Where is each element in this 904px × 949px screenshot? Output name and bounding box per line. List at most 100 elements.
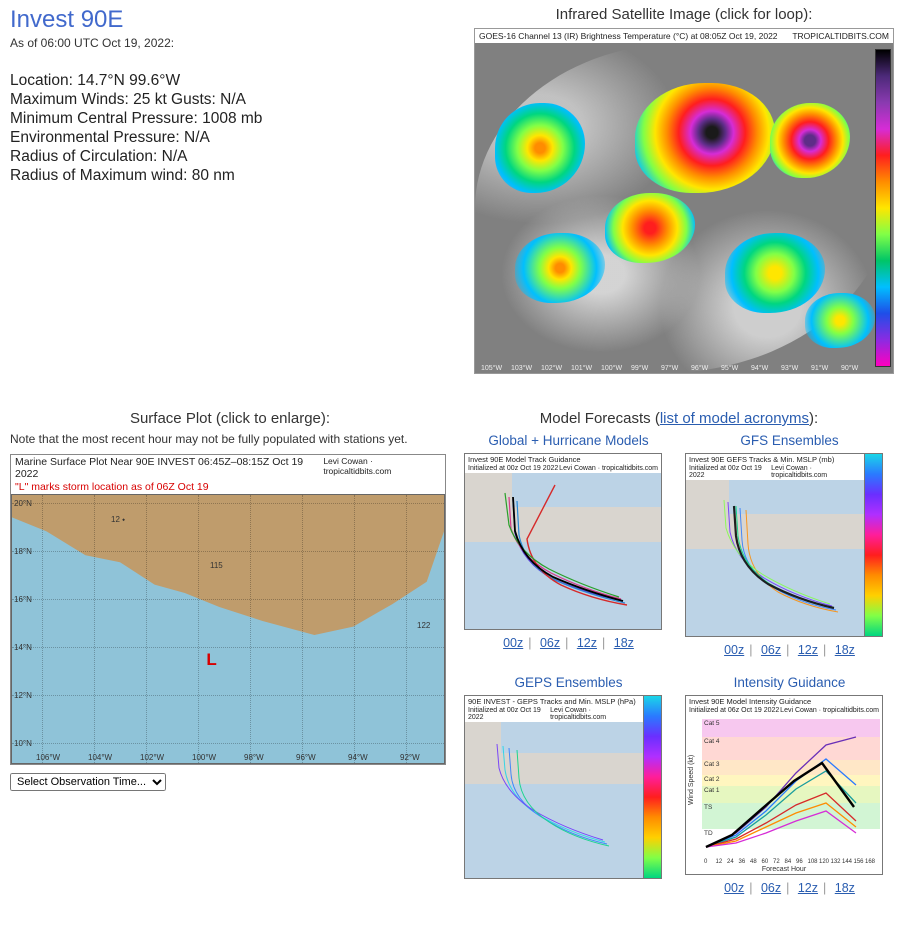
gridline	[12, 695, 444, 696]
stat-rmw: Radius of Maximum wind: 80 nm	[10, 167, 464, 185]
surface-land	[12, 495, 444, 635]
observation-time-select[interactable]: Select Observation Time...	[10, 773, 166, 791]
lon-tick: 96°W	[691, 365, 708, 372]
gridline	[12, 743, 444, 744]
intensity-xlabel: Forecast Hour	[686, 865, 882, 874]
asof-text: As of 06:00 UTC Oct 19, 2022:	[10, 36, 464, 50]
acronyms-link[interactable]: list of model acronyms	[660, 410, 809, 427]
run-link[interactable]: 12z	[796, 643, 820, 657]
geps-credit: Levi Cowan · tropicaltidbits.com	[550, 707, 640, 721]
lon-tick: 104°W	[88, 753, 112, 762]
x-tick: 120	[819, 859, 829, 865]
run-link[interactable]: 00z	[722, 643, 746, 657]
lon-tick: 91°W	[811, 365, 828, 372]
x-tick: 108	[808, 859, 818, 865]
band-label: TS	[704, 804, 712, 811]
run-link[interactable]: 00z	[501, 636, 525, 650]
surface-redline: "L" marks storm location as of 06Z Oct 1…	[11, 481, 445, 494]
satellite-heading: Infrared Satellite Image (click for loop…	[474, 6, 894, 23]
lon-tick: 95°W	[721, 365, 738, 372]
lon-tick: 94°W	[751, 365, 768, 372]
stat-winds: Maximum Winds: 25 kt Gusts: N/A	[10, 91, 464, 109]
run-link[interactable]: 06z	[759, 881, 783, 895]
lon-tick: 106°W	[36, 753, 60, 762]
run-link[interactable]: 18z	[833, 881, 857, 895]
run-link[interactable]: 12z	[575, 636, 599, 650]
forecast-heading: Model Forecasts (list of model acronyms)…	[464, 410, 894, 427]
gridline	[12, 503, 444, 504]
run-link[interactable]: 06z	[538, 636, 562, 650]
gefs-init: Initialized at 00z Oct 19 2022	[689, 465, 771, 479]
gefs-run-links: 00z| 06z| 12z| 18z	[685, 643, 894, 657]
geps-colorbar	[643, 696, 661, 878]
lon-tick: 90°W	[841, 365, 858, 372]
lon-tick: 100°W	[601, 365, 622, 372]
forecast-panel-geps: GEPS Ensembles 90E INVEST - GEPS Tracks …	[464, 675, 673, 895]
station-marker: 122	[417, 621, 430, 630]
satellite-image[interactable]: GOES-16 Channel 13 (IR) Brightness Tempe…	[474, 28, 894, 374]
lon-tick: 93°W	[781, 365, 798, 372]
lon-tick: 100°W	[192, 753, 216, 762]
x-tick: 48	[750, 859, 757, 865]
x-tick: 12	[716, 859, 723, 865]
gridline	[146, 495, 147, 763]
gefs-title: Invest 90E GEFS Tracks & Min. MSLP (mb)	[686, 454, 864, 465]
lon-tick: 102°W	[140, 753, 164, 762]
satellite-product: GOES-16 Channel 13 (IR) Brightness Tempe…	[479, 31, 778, 41]
band-label: TD	[704, 830, 713, 837]
gefs-label: GFS Ensembles	[685, 433, 894, 448]
intensity-chart[interactable]: Invest 90E Model Intensity Guidance Init…	[685, 695, 883, 875]
intensity-label: Intensity Guidance	[685, 675, 894, 690]
x-tick: 72	[773, 859, 780, 865]
lon-tick: 98°W	[244, 753, 264, 762]
gefs-credit: Levi Cowan · tropicaltidbits.com	[771, 465, 861, 479]
x-tick: 144	[842, 859, 852, 865]
global-label: Global + Hurricane Models	[464, 433, 673, 448]
gridline	[12, 647, 444, 648]
gridline	[406, 495, 407, 763]
global-map[interactable]: Invest 90E Model Track Guidance Initiali…	[464, 453, 662, 630]
geps-map[interactable]: 90E INVEST - GEPS Tracks and Min. MSLP (…	[464, 695, 662, 879]
lon-tick: 94°W	[348, 753, 368, 762]
forecast-panel-global: Global + Hurricane Models Invest 90E Mod…	[464, 433, 673, 657]
satellite-credit: TROPICALTIDBITS.COM	[792, 31, 889, 41]
surface-title: Marine Surface Plot Near 90E INVEST 06:4…	[15, 456, 323, 480]
global-init: Initialized at 00z Oct 19 2022	[468, 465, 558, 472]
station-marker: 12 ⬩	[111, 515, 125, 525]
global-title: Invest 90E Model Track Guidance	[465, 454, 661, 465]
x-tick: 60	[762, 859, 769, 865]
x-tick: 24	[727, 859, 734, 865]
gridline	[42, 495, 43, 763]
gefs-colorbar	[864, 454, 882, 636]
run-link[interactable]: 12z	[796, 881, 820, 895]
surface-plot[interactable]: Marine Surface Plot Near 90E INVEST 06:4…	[10, 454, 446, 765]
gefs-map[interactable]: Invest 90E GEFS Tracks & Min. MSLP (mb) …	[685, 453, 883, 637]
intensity-credit: Levi Cowan · tropicaltidbits.com	[780, 707, 879, 714]
geps-init: Initialized at 00z Oct 19 2022	[468, 707, 550, 721]
global-credit: Levi Cowan · tropicaltidbits.com	[559, 465, 658, 472]
gridline	[12, 551, 444, 552]
geps-label: GEPS Ensembles	[464, 675, 673, 690]
gridline	[250, 495, 251, 763]
run-link[interactable]: 18z	[833, 643, 857, 657]
run-link[interactable]: 00z	[722, 881, 746, 895]
x-tick: 168	[865, 859, 875, 865]
global-run-links: 00z| 06z| 12z| 18z	[464, 636, 673, 650]
stat-roc: Radius of Circulation: N/A	[10, 148, 464, 166]
x-tick: 84	[785, 859, 792, 865]
lon-tick: 105°W	[481, 365, 502, 372]
gridline	[12, 599, 444, 600]
lon-tick: 96°W	[296, 753, 316, 762]
lon-tick: 102°W	[541, 365, 562, 372]
station-marker: 115	[210, 561, 223, 570]
lon-tick: 92°W	[400, 753, 420, 762]
band-label: Cat 5	[704, 720, 720, 727]
forecast-panel-intensity: Intensity Guidance Invest 90E Model Inte…	[685, 675, 894, 895]
forecast-panel-gefs: GFS Ensembles Invest 90E GEFS Tracks & M…	[685, 433, 894, 657]
geps-title: 90E INVEST - GEPS Tracks and Min. MSLP (…	[465, 696, 643, 707]
x-tick: 0	[704, 859, 707, 865]
gridline	[354, 495, 355, 763]
run-link[interactable]: 06z	[759, 643, 783, 657]
run-link[interactable]: 18z	[612, 636, 636, 650]
lon-tick: 103°W	[511, 365, 532, 372]
